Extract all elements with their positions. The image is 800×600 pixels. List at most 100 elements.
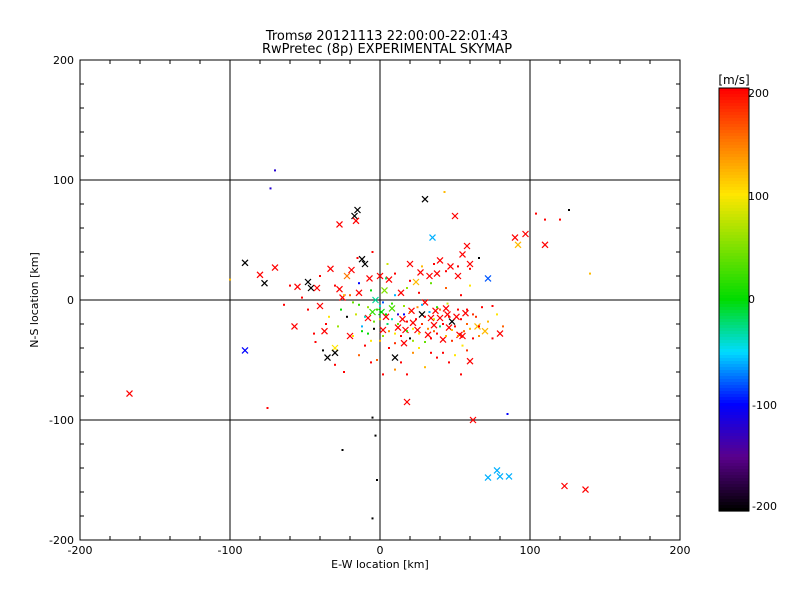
colorbar-band <box>719 352 749 356</box>
data-point-dot <box>436 356 438 359</box>
data-point-dot <box>386 323 389 325</box>
data-point-dot <box>478 325 480 328</box>
colorbar-band <box>719 448 749 452</box>
data-point-cross <box>439 336 447 344</box>
data-point-dot <box>376 359 378 361</box>
data-point-dot <box>394 332 396 335</box>
data-point-dot <box>373 320 375 323</box>
data-point-cross <box>256 271 264 279</box>
data-point-dot <box>535 212 537 215</box>
data-point-cross <box>409 319 417 327</box>
colorbar-band <box>719 277 749 281</box>
data-point-cross <box>417 268 424 276</box>
data-point-dot <box>436 306 438 309</box>
colorbar-band <box>719 235 749 239</box>
data-point-dot <box>379 339 381 342</box>
colorbar-band <box>719 184 749 188</box>
data-point-cross <box>466 260 474 268</box>
colorbar-band <box>719 187 749 191</box>
data-point-cross <box>474 322 481 330</box>
colorbar-band <box>719 466 749 470</box>
colorbar-tick-label: 200 <box>748 87 769 100</box>
data-point-dot <box>544 218 546 221</box>
data-point-dot <box>418 291 420 294</box>
data-point-dot <box>388 347 390 349</box>
data-point-dot <box>370 339 372 342</box>
colorbar-band <box>719 337 749 341</box>
data-point-dot <box>445 335 447 337</box>
data-point-dot <box>412 327 414 330</box>
data-point-dot <box>349 294 351 297</box>
data-point-dot <box>406 373 408 376</box>
data-point-cross <box>459 332 466 340</box>
data-point-cross <box>331 349 339 357</box>
colorbar-band <box>719 169 749 173</box>
data-point-cross <box>505 472 513 480</box>
colorbar-band <box>719 445 749 449</box>
data-point-dot <box>307 308 309 311</box>
colorbar-band <box>719 349 749 353</box>
data-point-dot <box>266 407 269 409</box>
colorbar-band <box>719 382 749 386</box>
colorbar-band <box>719 424 749 428</box>
data-point-cross <box>496 330 504 338</box>
data-point-dot <box>400 335 402 337</box>
data-point-cross <box>561 482 568 490</box>
data-point-dot <box>496 313 498 316</box>
data-point-dot <box>491 305 494 307</box>
colorbar-band <box>719 271 749 275</box>
x-tick-labels: -200 -100 0 100 200 <box>68 544 691 557</box>
colorbar-band <box>719 286 749 290</box>
colorbar-band <box>719 178 749 182</box>
data-point-dot <box>478 335 480 337</box>
y-tick-label: 200 <box>53 54 74 67</box>
data-point-cross <box>391 354 399 362</box>
colorbar-band <box>719 430 749 434</box>
colorbar-band <box>719 322 749 326</box>
colorbar-band <box>719 121 749 125</box>
colorbar-band <box>719 214 749 218</box>
colorbar-band <box>719 148 749 152</box>
data-point-dot <box>394 368 396 371</box>
data-point-dot <box>403 313 405 316</box>
colorbar-band <box>719 451 749 455</box>
data-point-dot <box>379 305 381 307</box>
data-point-dot <box>409 311 411 313</box>
data-point-dot <box>457 335 459 337</box>
colorbar-unit-label: [m/s] <box>718 73 749 87</box>
data-point-cross <box>496 472 504 480</box>
data-point-dot <box>319 275 321 277</box>
data-point-dot <box>427 327 429 330</box>
colorbar-band <box>719 262 749 266</box>
plot-area <box>79 59 681 541</box>
colorbar-band <box>719 265 749 269</box>
data-point-dot <box>418 347 420 349</box>
colorbar-band <box>719 151 749 155</box>
data-point-dot <box>346 315 348 318</box>
data-point-dot <box>371 517 374 520</box>
data-point-dot <box>229 278 231 281</box>
data-point-cross <box>381 286 388 294</box>
data-point-cross <box>459 250 466 258</box>
data-point-dot <box>274 169 276 172</box>
data-point-dot <box>379 318 381 321</box>
data-point-dot <box>433 263 435 265</box>
data-point-dot <box>442 323 444 325</box>
data-point-dot <box>361 330 363 333</box>
data-point-dot <box>406 287 408 289</box>
data-point-cross <box>442 304 450 312</box>
colorbar-tick-label: 100 <box>748 190 769 203</box>
colorbar-band <box>719 106 749 110</box>
data-point-cross <box>304 278 312 286</box>
colorbar-band <box>719 394 749 398</box>
colorbar-band <box>719 346 749 350</box>
colorbar-band <box>719 211 749 215</box>
colorbar-band <box>719 457 749 461</box>
colorbar-band <box>719 298 749 302</box>
colorbar-tick-label: 0 <box>748 293 755 306</box>
colorbar-gradient <box>719 88 749 512</box>
data-point-cross <box>481 327 489 335</box>
colorbar-band <box>719 502 749 506</box>
data-point-cross <box>514 241 522 249</box>
